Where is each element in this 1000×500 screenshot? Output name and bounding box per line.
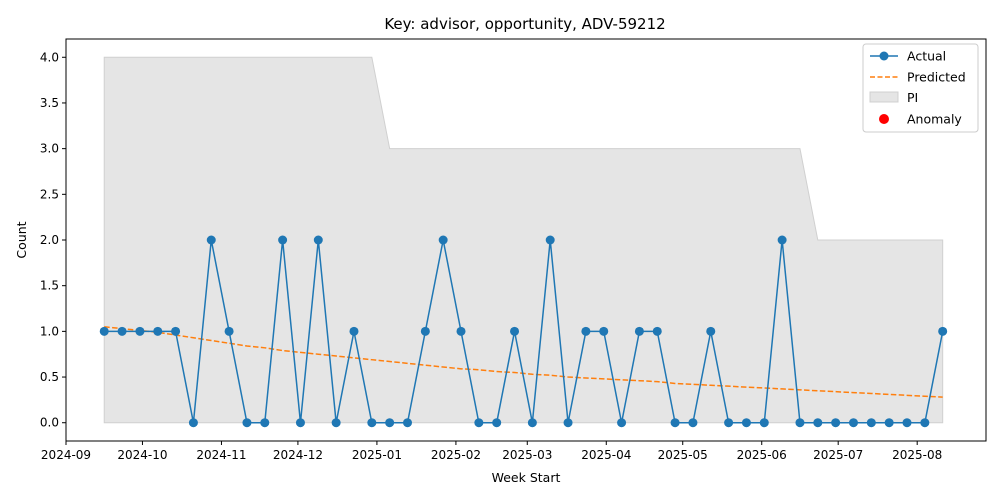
x-axis: 2024-09 2024-10 2024-11 2024-12 2025-01 2025-… [41,441,942,462]
y-tick-label: 1.5 [40,279,59,293]
actual-data-point [741,418,751,428]
y-tick-label: 4.0 [40,50,59,64]
plot-area [99,56,948,428]
actual-data-point [563,418,573,428]
actual-data-point [474,418,484,428]
actual-data-point [135,326,145,336]
actual-series-layer [99,235,948,428]
x-tick-label: 2024-12 [273,448,323,462]
actual-data-point [188,418,198,428]
y-tick-label: 0.0 [40,416,59,430]
legend-pi-label: PI [907,90,918,105]
actual-data-point [688,418,698,428]
x-tick-label: 2024-10 [117,448,167,462]
actual-data-point [848,418,858,428]
actual-data-point [581,326,591,336]
y-axis: 0.0 0.5 1.0 1.5 2.0 2.5 3.0 3.5 4.0 [40,50,66,430]
legend: Actual Predicted PI Anomaly [862,43,979,133]
actual-data-point [510,326,520,336]
x-tick-label: 2024-09 [41,448,91,462]
actual-data-point [349,326,359,336]
y-tick-label: 0.5 [40,370,59,384]
legend-actual-label: Actual [907,49,946,64]
actual-data-point [278,235,288,245]
actual-data-point [313,235,323,245]
actual-data-point [724,418,734,428]
actual-data-point [902,418,912,428]
actual-data-point [295,418,305,428]
x-tick-label: 2025-06 [737,448,787,462]
actual-data-point [224,326,234,336]
actual-data-point [706,326,716,336]
x-tick-label: 2025-08 [892,448,942,462]
actual-data-point [795,418,805,428]
y-tick-label: 3.0 [40,142,59,156]
actual-data-point [813,418,823,428]
x-tick-label: 2024-11 [196,448,246,462]
x-tick-label: 2025-07 [813,448,863,462]
actual-data-point [367,418,377,428]
chart-title: Key: advisor, opportunity, ADV-59212 [384,15,665,33]
actual-data-point [331,418,341,428]
actual-data-point [171,326,181,336]
actual-data-point [153,326,163,336]
y-tick-label: 1.0 [40,324,59,338]
x-tick-label: 2025-03 [502,448,552,462]
actual-data-point [260,418,270,428]
legend-anomaly-label: Anomaly [907,112,962,127]
y-tick-label: 2.0 [40,233,59,247]
actual-data-point [831,418,841,428]
actual-data-point [884,418,894,428]
actual-data-point [599,326,609,336]
actual-data-point [617,418,627,428]
actual-data-point [920,418,930,428]
x-tick-label: 2025-05 [658,448,708,462]
actual-data-point [652,326,662,336]
actual-data-point [456,326,466,336]
actual-data-point [527,418,537,428]
actual-data-point [117,326,127,336]
x-tick-label: 2025-04 [581,448,631,462]
x-tick-label: 2025-01 [352,448,402,462]
actual-data-point [99,326,109,336]
actual-data-point [938,326,948,336]
legend-anomaly-marker [879,114,889,124]
x-axis-label: Week Start [492,470,561,485]
actual-data-point [492,418,502,428]
y-tick-label: 3.5 [40,96,59,110]
actual-data-point [242,418,252,428]
actual-data-point [420,326,430,336]
actual-data-point [634,326,644,336]
y-axis-label: Count [14,221,29,258]
legend-predicted-label: Predicted [907,70,966,85]
legend-actual-marker [879,51,889,61]
actual-data-point [777,235,787,245]
actual-data-point [759,418,769,428]
legend-pi-swatch [869,91,899,103]
actual-data-point [670,418,680,428]
actual-data-point [545,235,555,245]
y-tick-label: 2.5 [40,187,59,201]
actual-data-point [438,235,448,245]
legend-box [862,43,979,133]
actual-data-point [206,235,216,245]
actual-data-point [403,418,412,428]
actual-data-point [866,418,876,428]
x-tick-label: 2025-02 [431,448,481,462]
actual-data-point [385,418,395,428]
